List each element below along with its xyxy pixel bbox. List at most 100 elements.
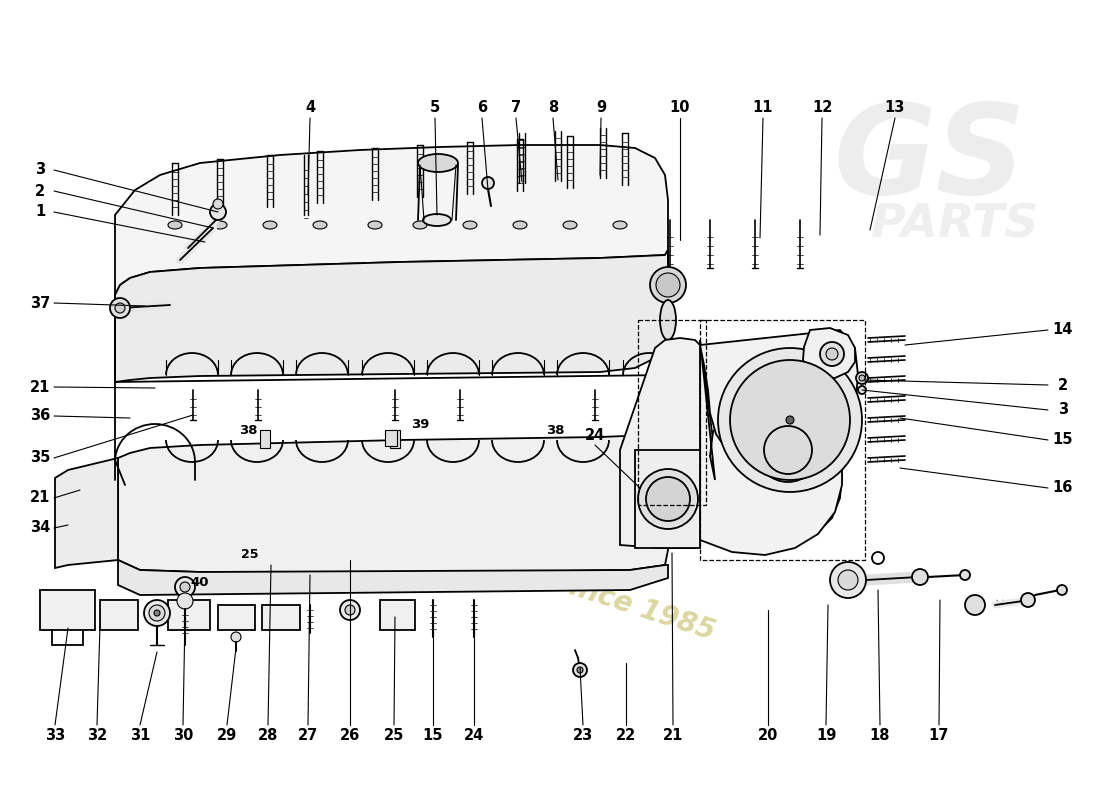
Circle shape [154, 610, 160, 616]
Text: 15: 15 [1053, 433, 1074, 447]
Circle shape [826, 348, 838, 360]
Text: 36: 36 [30, 409, 51, 423]
Ellipse shape [463, 221, 477, 229]
Text: 39: 39 [410, 418, 429, 431]
Circle shape [856, 372, 868, 384]
Text: 40: 40 [190, 577, 209, 590]
Text: 8: 8 [548, 101, 558, 115]
Text: 19: 19 [816, 727, 836, 742]
Text: 23: 23 [573, 727, 593, 742]
Text: PARTS: PARTS [871, 202, 1038, 247]
Text: a passion for parts since 1985: a passion for parts since 1985 [262, 474, 718, 646]
Ellipse shape [513, 221, 527, 229]
Text: 38: 38 [546, 423, 564, 437]
Ellipse shape [213, 221, 227, 229]
Text: 27: 27 [298, 727, 318, 742]
Text: 31: 31 [130, 727, 151, 742]
Text: 9: 9 [596, 101, 606, 115]
Text: 7: 7 [510, 101, 521, 115]
Text: 13: 13 [884, 101, 905, 115]
Text: 25: 25 [384, 727, 404, 742]
Polygon shape [218, 605, 255, 630]
Circle shape [177, 593, 192, 609]
Polygon shape [803, 328, 855, 378]
Polygon shape [700, 330, 858, 474]
Circle shape [965, 595, 985, 615]
Polygon shape [379, 600, 415, 630]
Text: 32: 32 [87, 727, 107, 742]
Text: 18: 18 [870, 727, 890, 742]
Text: 11: 11 [752, 101, 773, 115]
Ellipse shape [563, 221, 578, 229]
Circle shape [148, 605, 165, 621]
Bar [260, 430, 270, 448]
Text: 14: 14 [1053, 322, 1074, 338]
Bar [385, 430, 397, 446]
Circle shape [650, 267, 686, 303]
Text: 4: 4 [305, 101, 315, 115]
Ellipse shape [418, 154, 458, 172]
Circle shape [786, 416, 794, 424]
Circle shape [912, 569, 928, 585]
Text: 33: 33 [45, 727, 65, 742]
Text: 34: 34 [30, 521, 51, 535]
Circle shape [578, 667, 583, 673]
Circle shape [656, 273, 680, 297]
Text: 28: 28 [257, 727, 278, 742]
Ellipse shape [412, 221, 427, 229]
Text: 26: 26 [340, 727, 360, 742]
Text: 38: 38 [239, 423, 257, 437]
Text: 5: 5 [430, 101, 440, 115]
Circle shape [1057, 585, 1067, 595]
Circle shape [830, 562, 866, 598]
Ellipse shape [314, 221, 327, 229]
Text: 10: 10 [670, 101, 691, 115]
Text: 21: 21 [663, 727, 683, 742]
Circle shape [210, 204, 225, 220]
Circle shape [718, 348, 862, 492]
Circle shape [960, 570, 970, 580]
Bar [390, 430, 400, 448]
Circle shape [858, 386, 866, 394]
Text: 29: 29 [217, 727, 238, 742]
Circle shape [764, 426, 812, 474]
Circle shape [573, 663, 587, 677]
Circle shape [859, 375, 865, 381]
Circle shape [175, 577, 195, 597]
Circle shape [730, 360, 850, 480]
Text: 12: 12 [812, 101, 833, 115]
Text: 25: 25 [241, 549, 258, 562]
Text: 21: 21 [30, 490, 51, 506]
Bar [638, 320, 706, 505]
Circle shape [482, 177, 494, 189]
Text: 3: 3 [1058, 402, 1068, 418]
Text: 20: 20 [758, 727, 778, 742]
Text: 2: 2 [35, 183, 45, 198]
Circle shape [1021, 593, 1035, 607]
Ellipse shape [168, 221, 182, 229]
Polygon shape [116, 250, 668, 382]
Text: 1: 1 [35, 205, 45, 219]
Circle shape [231, 632, 241, 642]
Circle shape [213, 199, 223, 209]
Polygon shape [40, 590, 95, 630]
Polygon shape [100, 600, 138, 630]
Circle shape [180, 582, 190, 592]
Polygon shape [620, 338, 700, 548]
Polygon shape [635, 450, 700, 548]
Ellipse shape [613, 221, 627, 229]
Circle shape [110, 298, 130, 318]
Text: 21: 21 [30, 379, 51, 394]
Ellipse shape [424, 214, 451, 226]
Text: 24: 24 [464, 727, 484, 742]
Ellipse shape [263, 221, 277, 229]
Text: 24: 24 [585, 427, 605, 442]
Polygon shape [118, 560, 668, 595]
Text: 6: 6 [477, 101, 487, 115]
Circle shape [756, 418, 820, 482]
Polygon shape [118, 435, 668, 572]
Text: 22: 22 [616, 727, 636, 742]
Polygon shape [262, 605, 300, 630]
Circle shape [340, 600, 360, 620]
Text: 35: 35 [30, 450, 51, 466]
